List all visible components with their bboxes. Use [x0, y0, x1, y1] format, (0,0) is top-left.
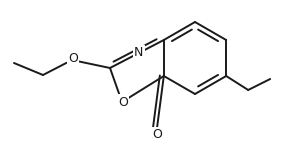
Text: N: N [134, 46, 144, 60]
Text: O: O [152, 129, 162, 141]
Text: O: O [118, 96, 128, 108]
Text: O: O [68, 52, 78, 66]
